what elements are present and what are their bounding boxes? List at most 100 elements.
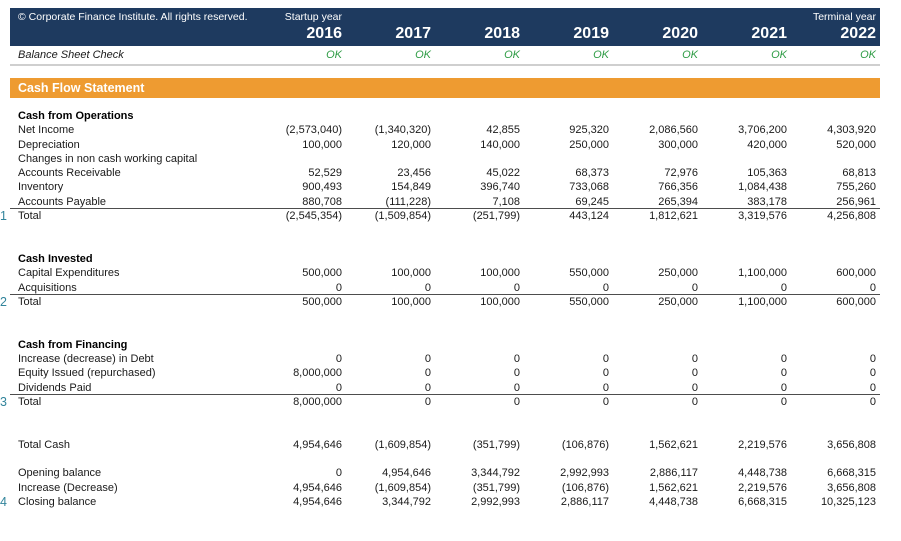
row-label: Changes in non cash working capital: [18, 152, 198, 165]
cell-value: 0: [513, 281, 520, 294]
cell-value: (2,545,354): [285, 210, 342, 223]
check-status: OK: [504, 49, 520, 61]
year-header: 2017: [395, 25, 431, 42]
row-label: Total Cash: [18, 438, 70, 451]
cell-value: 2,992,993: [471, 496, 520, 509]
row-label: Acquisitions: [18, 281, 77, 294]
cell-value: 0: [335, 281, 342, 294]
row-label: Closing balance: [18, 496, 97, 509]
section-title-banner: Cash Flow Statement: [10, 78, 880, 98]
cell-value: [791, 152, 880, 166]
cell-value: 0: [424, 395, 431, 408]
cell-value: 2,886,117: [649, 467, 698, 480]
year-header: 2016: [306, 25, 342, 42]
cell-value: 0: [691, 395, 698, 408]
cell-value: 0: [869, 353, 876, 366]
cell-value: (2,573,040): [285, 124, 342, 137]
cell-value: (351,799): [472, 438, 520, 451]
year-header: 2021: [751, 25, 787, 42]
cell-value: 0: [691, 353, 698, 366]
table-row: Opening balance 0 4,954,646 3,344,792 2,992,…: [10, 466, 880, 480]
cell-value: 0: [691, 281, 698, 294]
cell-value: 4,954,646: [293, 496, 342, 509]
cell-value: 3,656,808: [827, 438, 876, 451]
row-label: Opening balance: [18, 467, 102, 480]
cell-value: 600,000: [836, 267, 876, 280]
cell-value: 52,529: [308, 167, 342, 180]
cell-value: 8,000,000: [293, 367, 342, 380]
cell-value: [702, 152, 791, 166]
cell-value: [257, 152, 346, 166]
cell-value: 0: [424, 281, 431, 294]
cell-value: (111,228): [385, 195, 431, 208]
cell-value: 4,448,738: [738, 467, 787, 480]
cell-value: [613, 152, 702, 166]
cell-value: 6,668,315: [738, 496, 787, 509]
table-row: Cash from Operations: [10, 109, 880, 123]
table-row: Cash from Financing: [10, 338, 880, 352]
cell-value: (1,509,854): [374, 210, 431, 223]
cell-value: 3,656,808: [827, 481, 876, 494]
cell-value: 100,000: [480, 267, 520, 280]
table-row: Accounts Payable 880,708 (111,228) 7,108 69,…: [10, 195, 880, 210]
cell-value: 0: [780, 353, 787, 366]
cell-value: 4,303,920: [827, 124, 876, 137]
cell-value: (1,340,320): [374, 124, 431, 137]
cell-value: 0: [869, 367, 876, 380]
cell-value: 10,325,123: [820, 496, 876, 509]
cell-value: 100,000: [302, 138, 342, 151]
cell-value: (106,876): [561, 481, 609, 494]
table-row: 1 Total (2,545,354) (1,509,854) (251,799) 443…: [0, 209, 880, 223]
cell-value: 42,855: [486, 124, 520, 137]
startup-year-label: Startup year: [284, 11, 342, 23]
cell-value: 7,108: [492, 195, 520, 208]
cell-value: 880,708: [302, 195, 342, 208]
cell-value: 0: [513, 353, 520, 366]
row-label: Equity Issued (repurchased): [18, 367, 156, 380]
row-marker: 1: [0, 209, 7, 224]
cell-value: 0: [691, 381, 698, 394]
row-label: Accounts Receivable: [18, 167, 121, 180]
cell-value: 383,178: [747, 195, 787, 208]
cell-value: 500,000: [302, 295, 342, 308]
cell-value: 550,000: [569, 267, 609, 280]
statement-table: Cash from Operations Net Income (2,573,040…: [0, 109, 880, 509]
row-marker: 2: [0, 294, 7, 309]
cell-value: 4,954,646: [293, 438, 342, 451]
cell-value: 0: [869, 381, 876, 394]
cell-value: 0: [869, 281, 876, 294]
cell-value: 1,100,000: [738, 295, 787, 308]
cell-value: 1,562,621: [649, 481, 698, 494]
table-row: 3 Total 8,000,000 0 0 0 0 0 0: [0, 395, 880, 409]
cell-value: 2,219,576: [738, 438, 787, 451]
year-header: 2018: [484, 25, 520, 42]
terminal-year-label: Terminal year: [812, 11, 876, 23]
cell-value: 0: [513, 381, 520, 394]
cell-value: [524, 152, 613, 166]
cell-value: 0: [602, 281, 609, 294]
table-row: Increase (Decrease) 4,954,646 (1,609,854) (…: [10, 481, 880, 495]
worksheet-content: © Corporate Finance Institute. All right…: [0, 8, 880, 509]
check-status: OK: [682, 49, 698, 61]
cell-value: 0: [780, 281, 787, 294]
cell-value: 69,245: [575, 195, 609, 208]
cell-value: (1,609,854): [374, 481, 431, 494]
cell-value: 0: [780, 381, 787, 394]
check-status: OK: [415, 49, 431, 61]
row-label: Cash Invested: [18, 252, 93, 265]
cell-value: 0: [424, 353, 431, 366]
row-label: Cash from Operations: [18, 110, 134, 122]
spacer-row: [10, 223, 880, 237]
spacer-row: [10, 424, 880, 438]
cell-value: 265,394: [658, 195, 698, 208]
table-row: Net Income (2,573,040) (1,340,320) 42,855 92…: [10, 123, 880, 137]
row-marker: 3: [0, 394, 7, 409]
check-status: OK: [860, 49, 876, 61]
row-label: Cash from Financing: [18, 338, 128, 351]
cell-value: 3,319,576: [738, 210, 787, 223]
cell-value: 733,068: [569, 181, 609, 194]
spacer-row: [10, 452, 880, 466]
row-label: Accounts Payable: [18, 195, 107, 208]
cell-value: (351,799): [472, 481, 520, 494]
